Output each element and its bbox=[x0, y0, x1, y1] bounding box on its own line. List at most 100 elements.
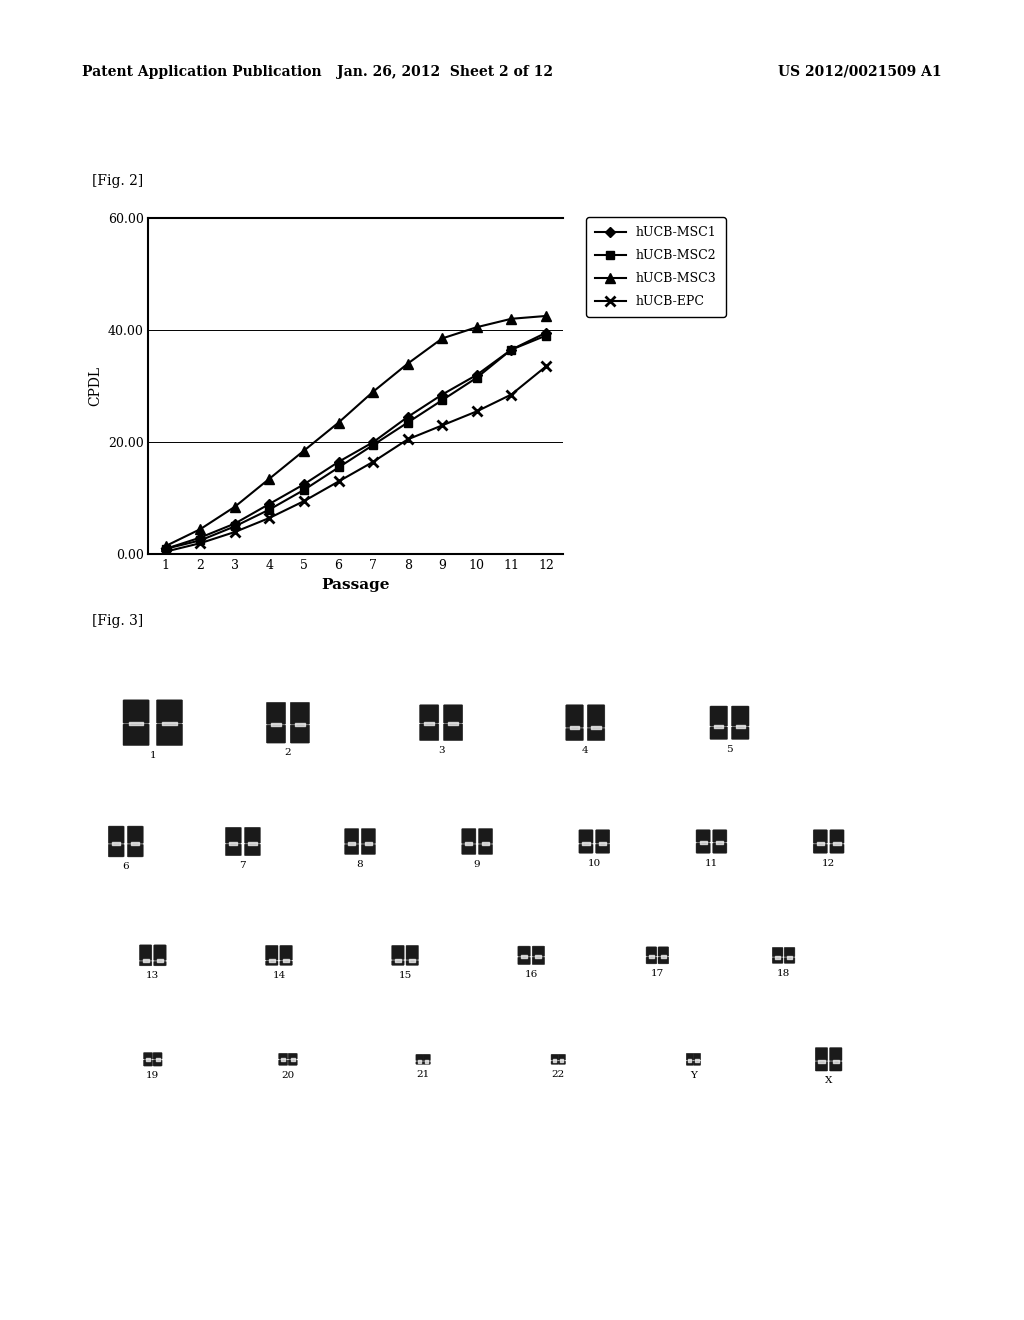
Text: 15: 15 bbox=[398, 970, 412, 979]
hUCB-MSC2 bbox=[401, 414, 414, 430]
hUCB-MSC2 bbox=[333, 459, 345, 475]
FancyBboxPatch shape bbox=[392, 945, 404, 960]
FancyBboxPatch shape bbox=[829, 1061, 842, 1071]
FancyBboxPatch shape bbox=[772, 948, 783, 957]
FancyBboxPatch shape bbox=[813, 830, 827, 843]
hUCB-EPC bbox=[505, 387, 517, 403]
FancyBboxPatch shape bbox=[225, 843, 242, 855]
Line: hUCB-MSC2: hUCB-MSC2 bbox=[162, 331, 550, 553]
hUCB-MSC1 bbox=[436, 387, 449, 403]
Text: 14: 14 bbox=[272, 970, 286, 979]
hUCB-EPC bbox=[436, 417, 449, 433]
Text: 16: 16 bbox=[524, 970, 538, 979]
FancyBboxPatch shape bbox=[596, 843, 609, 853]
FancyBboxPatch shape bbox=[290, 702, 309, 725]
FancyBboxPatch shape bbox=[420, 705, 439, 723]
hUCB-MSC1 bbox=[228, 516, 241, 532]
FancyBboxPatch shape bbox=[153, 1060, 162, 1067]
hUCB-MSC3 bbox=[436, 330, 449, 346]
FancyBboxPatch shape bbox=[157, 723, 182, 746]
FancyBboxPatch shape bbox=[279, 1060, 288, 1065]
Text: 8: 8 bbox=[356, 859, 364, 869]
FancyBboxPatch shape bbox=[407, 961, 419, 965]
hUCB-EPC bbox=[298, 494, 310, 510]
FancyBboxPatch shape bbox=[416, 1061, 423, 1064]
hUCB-MSC1 bbox=[263, 496, 275, 512]
hUCB-MSC2 bbox=[471, 370, 483, 385]
FancyBboxPatch shape bbox=[280, 961, 292, 965]
FancyBboxPatch shape bbox=[123, 700, 150, 723]
hUCB-MSC2 bbox=[298, 482, 310, 498]
hUCB-EPC bbox=[333, 474, 345, 490]
hUCB-MSC2 bbox=[505, 342, 517, 358]
X-axis label: Passage: Passage bbox=[322, 578, 390, 591]
FancyBboxPatch shape bbox=[829, 830, 844, 843]
FancyBboxPatch shape bbox=[588, 705, 605, 727]
Text: 7: 7 bbox=[240, 861, 246, 870]
FancyBboxPatch shape bbox=[288, 1053, 297, 1059]
Legend: hUCB-MSC1, hUCB-MSC2, hUCB-MSC3, hUCB-EPC: hUCB-MSC1, hUCB-MSC2, hUCB-MSC3, hUCB-EP… bbox=[586, 218, 726, 317]
Text: 12: 12 bbox=[822, 858, 836, 867]
FancyBboxPatch shape bbox=[392, 961, 404, 965]
FancyBboxPatch shape bbox=[478, 829, 493, 843]
FancyBboxPatch shape bbox=[266, 725, 286, 743]
hUCB-MSC3 bbox=[298, 442, 310, 458]
FancyBboxPatch shape bbox=[345, 829, 358, 843]
FancyBboxPatch shape bbox=[532, 957, 545, 965]
hUCB-MSC2 bbox=[540, 327, 552, 343]
FancyBboxPatch shape bbox=[462, 829, 476, 843]
hUCB-MSC1 bbox=[333, 454, 345, 470]
Text: 21: 21 bbox=[417, 1069, 430, 1078]
FancyBboxPatch shape bbox=[658, 946, 669, 956]
FancyBboxPatch shape bbox=[696, 830, 711, 842]
FancyBboxPatch shape bbox=[153, 1052, 162, 1059]
FancyBboxPatch shape bbox=[265, 961, 278, 965]
Text: [Fig. 3]: [Fig. 3] bbox=[92, 614, 143, 628]
FancyBboxPatch shape bbox=[588, 729, 605, 741]
Text: 13: 13 bbox=[146, 972, 160, 981]
FancyBboxPatch shape bbox=[686, 1053, 693, 1060]
FancyBboxPatch shape bbox=[127, 826, 143, 843]
hUCB-MSC1 bbox=[401, 409, 414, 425]
FancyBboxPatch shape bbox=[157, 700, 182, 723]
FancyBboxPatch shape bbox=[686, 1061, 693, 1065]
FancyBboxPatch shape bbox=[551, 1055, 558, 1060]
hUCB-EPC bbox=[228, 524, 241, 540]
hUCB-MSC2 bbox=[367, 437, 379, 453]
FancyBboxPatch shape bbox=[127, 845, 143, 857]
hUCB-MSC3 bbox=[195, 521, 207, 537]
Line: hUCB-MSC1: hUCB-MSC1 bbox=[162, 329, 550, 552]
hUCB-MSC1 bbox=[160, 541, 172, 557]
FancyBboxPatch shape bbox=[731, 706, 749, 726]
Text: 22: 22 bbox=[552, 1069, 565, 1078]
FancyBboxPatch shape bbox=[784, 948, 795, 957]
Text: Y: Y bbox=[690, 1071, 697, 1080]
hUCB-EPC bbox=[540, 359, 552, 375]
hUCB-MSC3 bbox=[367, 384, 379, 400]
FancyBboxPatch shape bbox=[443, 705, 463, 723]
hUCB-MSC2 bbox=[263, 502, 275, 517]
Text: 20: 20 bbox=[282, 1071, 295, 1080]
hUCB-MSC3 bbox=[263, 471, 275, 487]
FancyBboxPatch shape bbox=[551, 1061, 558, 1064]
hUCB-EPC bbox=[195, 536, 207, 552]
Text: 17: 17 bbox=[651, 969, 664, 978]
FancyBboxPatch shape bbox=[361, 829, 376, 843]
FancyBboxPatch shape bbox=[596, 830, 609, 843]
FancyBboxPatch shape bbox=[784, 957, 795, 964]
FancyBboxPatch shape bbox=[815, 1048, 827, 1061]
FancyBboxPatch shape bbox=[143, 1052, 153, 1059]
hUCB-MSC3 bbox=[228, 499, 241, 515]
FancyBboxPatch shape bbox=[558, 1061, 565, 1064]
FancyBboxPatch shape bbox=[710, 727, 727, 739]
FancyBboxPatch shape bbox=[245, 828, 260, 843]
FancyBboxPatch shape bbox=[566, 705, 584, 727]
hUCB-MSC3 bbox=[540, 308, 552, 323]
Text: [Fig. 2]: [Fig. 2] bbox=[92, 174, 143, 189]
FancyBboxPatch shape bbox=[558, 1055, 565, 1060]
FancyBboxPatch shape bbox=[345, 845, 358, 854]
Line: hUCB-EPC: hUCB-EPC bbox=[161, 362, 551, 557]
FancyBboxPatch shape bbox=[123, 723, 150, 746]
FancyBboxPatch shape bbox=[265, 945, 278, 960]
FancyBboxPatch shape bbox=[658, 957, 669, 964]
